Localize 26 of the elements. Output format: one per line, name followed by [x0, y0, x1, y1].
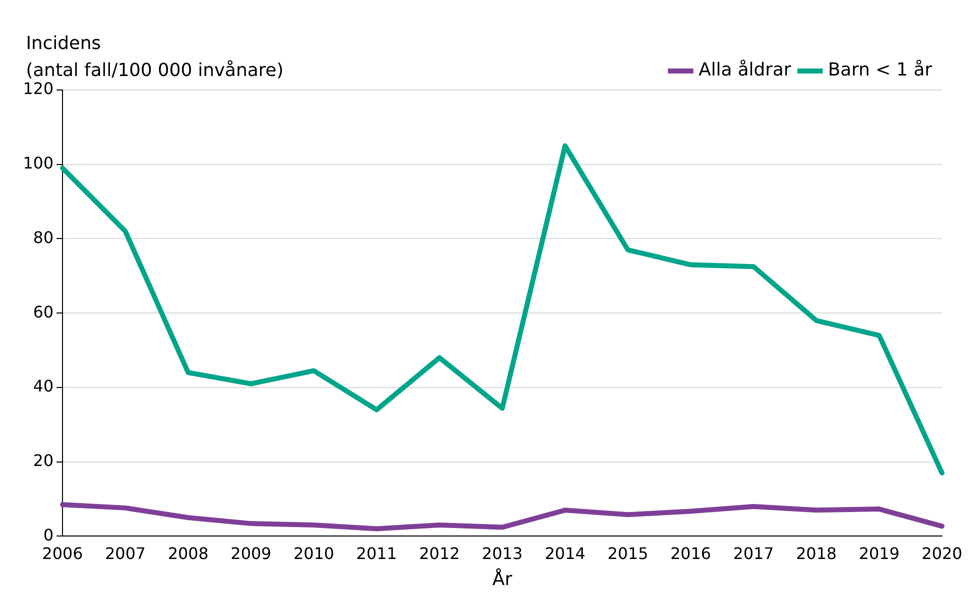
x-tick-label: 2019 [858, 544, 900, 563]
x-tick-label: 2020 [922, 544, 962, 563]
y-tick-label: 40 [33, 376, 54, 396]
y-tick-label: 20 [33, 450, 54, 470]
x-tick-label: 2007 [105, 544, 146, 563]
x-tick-label: 2015 [608, 544, 648, 563]
legend-label: Barn < 1 år [828, 60, 933, 81]
x-tick-label: 2010 [293, 544, 334, 563]
x-tick-label: 2009 [230, 544, 272, 563]
y-tick-label: 80 [33, 228, 54, 247]
y-tick-label: 60 [33, 302, 54, 322]
y-tick-label: 120 [22, 79, 54, 98]
y-axis-title: Incidens (antal fall/100 000 invånare) [26, 32, 284, 82]
x-tick-label: 2012 [419, 544, 460, 563]
x-tick-label: 2013 [482, 544, 523, 563]
x-axis-title: År [492, 568, 513, 590]
y-tick-label: 0 [43, 525, 54, 544]
x-tick-label: 2016 [670, 544, 712, 563]
x-tick-label: 2014 [544, 544, 586, 563]
x-tick-label: 2011 [356, 544, 397, 563]
y-tick-label: 100 [22, 154, 54, 173]
x-tick-label: 2008 [168, 544, 209, 563]
legend-label: Alla åldrar [698, 60, 792, 81]
x-tick-label: 2017 [733, 544, 774, 563]
x-tick-label: 2006 [42, 544, 83, 563]
x-tick-label: 2018 [796, 544, 837, 563]
